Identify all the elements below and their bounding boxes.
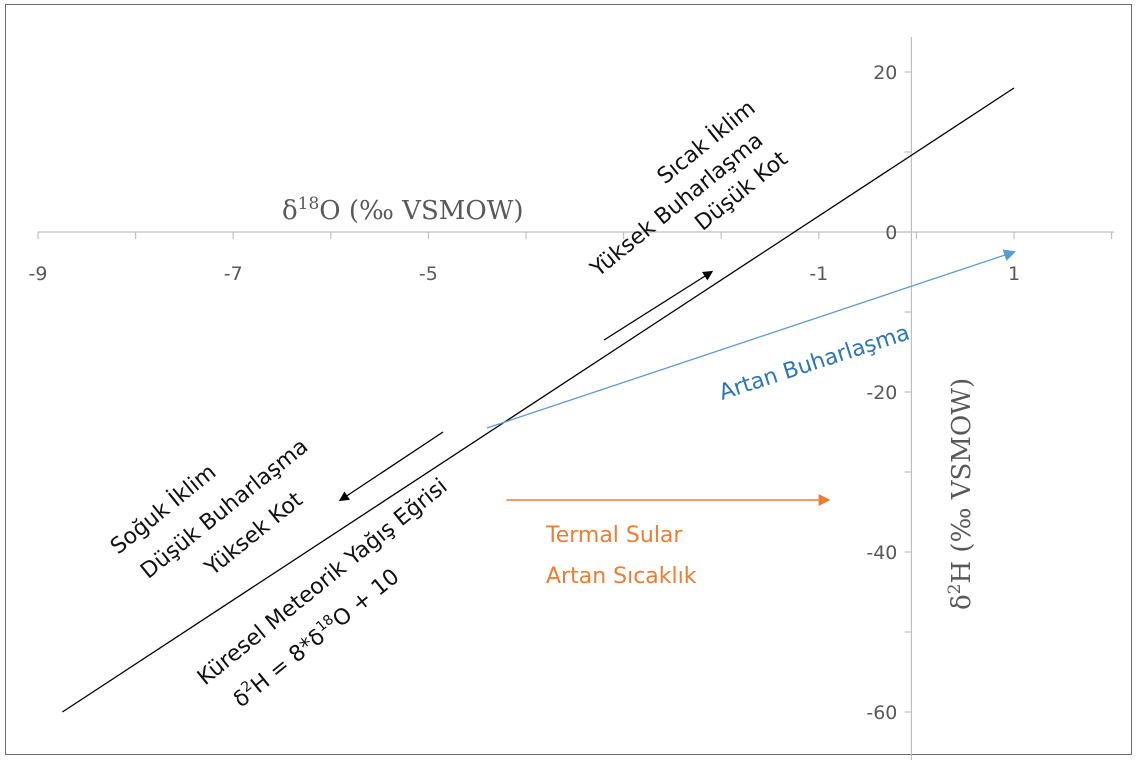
x-tick-label: -7 [224,263,243,285]
termal-line2: Artan Sıcaklık [546,564,697,589]
y-tick-label: 20 [873,62,897,84]
sicak-arrow [603,270,714,341]
x-axis-title: δ18O (‰ VSMOW) [282,194,524,226]
soguk-arrow [338,431,444,502]
y-tick-label: -40 [866,542,897,564]
y-axis-title: δ2H (‰ VSMOW) [945,378,977,610]
annotation-sicak: Sıcak İklim Yüksek Buharlaşma Düşük Kot [585,95,793,283]
arrows [338,270,831,506]
y-tick-label: -20 [866,382,897,404]
x-tick-label: -5 [419,263,438,285]
termal-line1: Termal Sular [545,523,683,548]
evaporation-line [486,249,1016,429]
gmwl-line [62,87,1015,713]
y-tick-label: -60 [866,702,897,724]
axes [37,37,1114,760]
y-tick-label: 0 [885,222,897,244]
series [62,87,1016,713]
x-tick-label: -1 [809,263,828,285]
x-tick-label: 1 [1008,263,1020,285]
x-tick-label: -9 [29,263,48,285]
tick-labels: -9 -7 -5 -1 1 20 0 -20 -40 -60 [29,62,1021,724]
